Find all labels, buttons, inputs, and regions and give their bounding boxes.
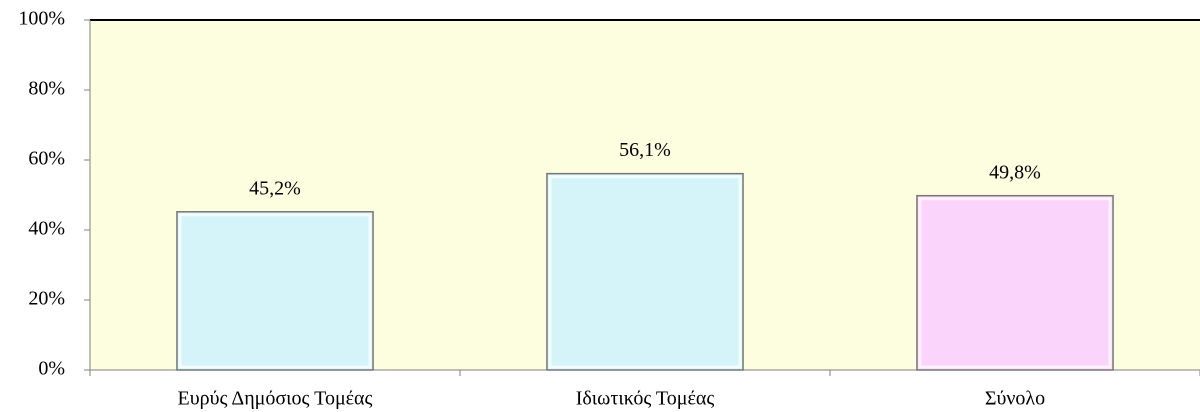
x-tick-label: Σύνολο: [985, 388, 1045, 410]
y-tick-label: 0%: [38, 358, 65, 380]
bar-bevel: [178, 213, 372, 369]
value-label: 56,1%: [619, 139, 671, 161]
value-label: 49,8%: [989, 161, 1041, 183]
y-tick-label: 20%: [28, 288, 65, 310]
x-tick-label: Ευρύς Δημόσιος Τομέας: [178, 388, 373, 410]
value-label: 45,2%: [249, 177, 301, 199]
y-tick-label: 80%: [28, 78, 65, 100]
bar-bevel: [918, 197, 1112, 369]
y-tick-label: 100%: [18, 8, 65, 30]
bar: [916, 194, 1114, 371]
bar-bevel: [548, 175, 742, 369]
y-tick-label: 40%: [28, 218, 65, 240]
bar: [546, 172, 744, 371]
bar: [176, 211, 374, 371]
x-tick-label: Ιδιωτικός Τομέας: [576, 388, 715, 410]
y-tick-label: 60%: [28, 148, 65, 170]
